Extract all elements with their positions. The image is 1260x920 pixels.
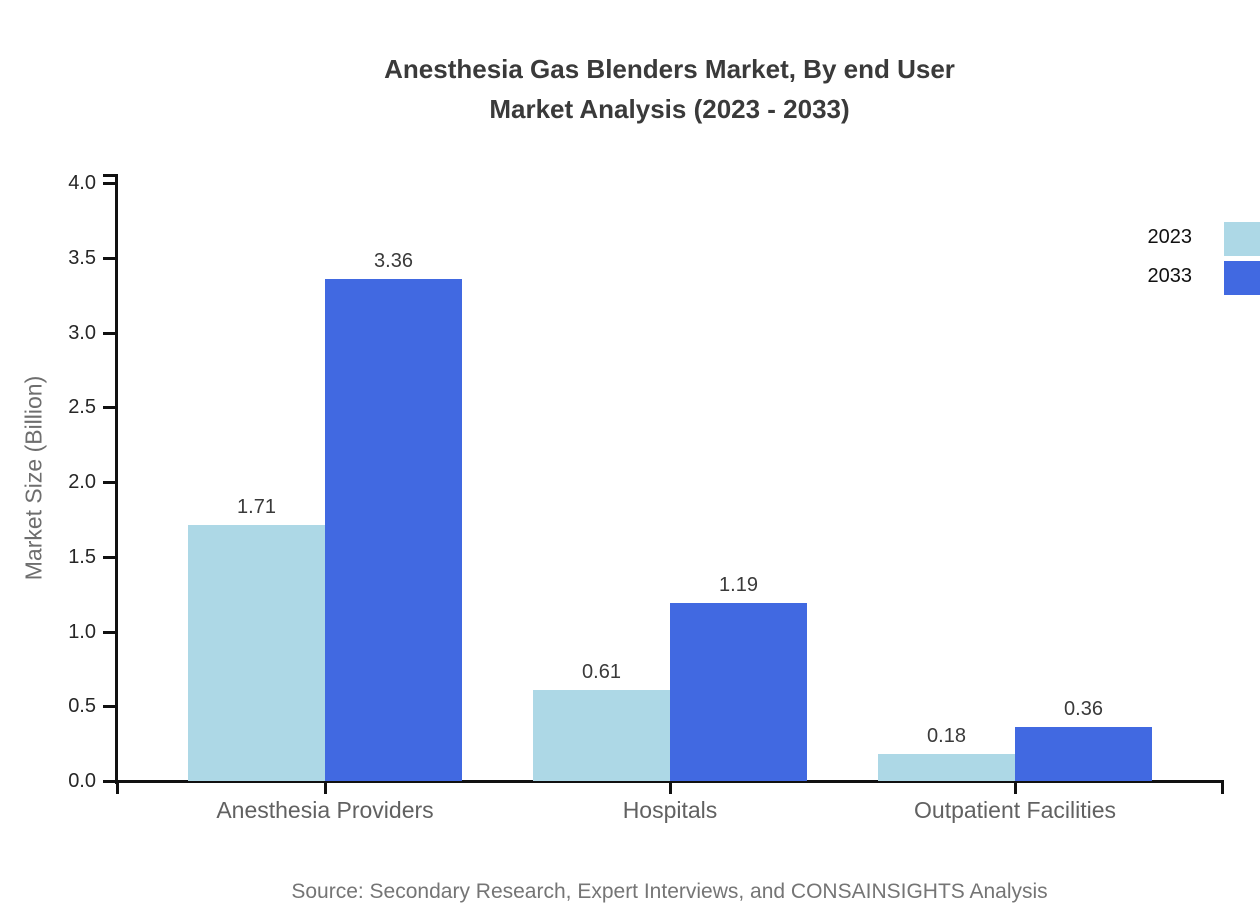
legend-label-2033: 2033 <box>1147 265 1193 287</box>
y-tick-label: 0.5 <box>68 695 96 718</box>
y-axis-spine <box>115 174 118 784</box>
x-axis-spine <box>114 780 1224 783</box>
y-tick <box>103 406 115 410</box>
bar-2033-outpatient-facilities <box>1015 727 1152 781</box>
y-tick <box>103 555 115 559</box>
y-tick <box>103 630 115 634</box>
y-tick-label: 2.5 <box>68 396 96 419</box>
y-tick <box>103 182 115 185</box>
x-tick <box>1014 782 1017 794</box>
bar-2023-hospitals <box>533 689 670 781</box>
x-tick <box>669 782 672 794</box>
y-tick-label: 3.0 <box>68 321 96 344</box>
category-label: Outpatient Facilities <box>914 797 1116 823</box>
y-tick-label: 1.0 <box>68 620 96 643</box>
chart-title-line2: Market Analysis (2023 - 2033) <box>489 94 850 124</box>
bar-2033-hospitals <box>670 603 807 781</box>
bar-2033-anesthesia-providers <box>325 278 462 781</box>
y-tick <box>103 256 115 260</box>
bar-value-label: 1.19 <box>719 574 758 597</box>
bar-value-label: 0.61 <box>582 660 621 683</box>
x-tick <box>324 782 327 794</box>
legend-swatch-2033 <box>1224 261 1260 295</box>
category-label: Hospitals <box>622 797 718 823</box>
y-axis-endcap-tick <box>103 174 115 177</box>
bar-value-label: 3.36 <box>374 249 413 272</box>
bar-value-label: 0.36 <box>1064 698 1103 721</box>
y-tick-label: 0.0 <box>68 770 96 792</box>
x-tick <box>116 782 119 794</box>
y-tick <box>103 780 115 783</box>
chart-title: Anesthesia Gas Blenders Market, By end U… <box>117 49 1222 129</box>
legend-label-2023: 2023 <box>1147 226 1193 248</box>
x-axis-endcap-tick <box>1221 782 1224 794</box>
legend-swatch-2023 <box>1224 222 1260 256</box>
chart-title-line1: Anesthesia Gas Blenders Market, By end U… <box>384 54 955 84</box>
source-note: Source: Secondary Research, Expert Inter… <box>291 880 1048 903</box>
bar-value-label: 1.71 <box>237 496 276 519</box>
y-tick-label: 3.5 <box>68 246 96 269</box>
bar-2023-anesthesia-providers <box>188 525 325 781</box>
y-tick <box>103 705 115 709</box>
category-label: Anesthesia Providers <box>216 797 434 823</box>
y-tick-label: 1.5 <box>68 545 96 568</box>
y-tick <box>103 481 115 484</box>
y-tick-label: 4.0 <box>68 172 96 194</box>
bar-value-label: 0.18 <box>927 725 966 748</box>
y-tick-label: 2.0 <box>68 471 96 493</box>
bar-2023-outpatient-facilities <box>878 754 1015 781</box>
y-tick <box>103 331 115 335</box>
